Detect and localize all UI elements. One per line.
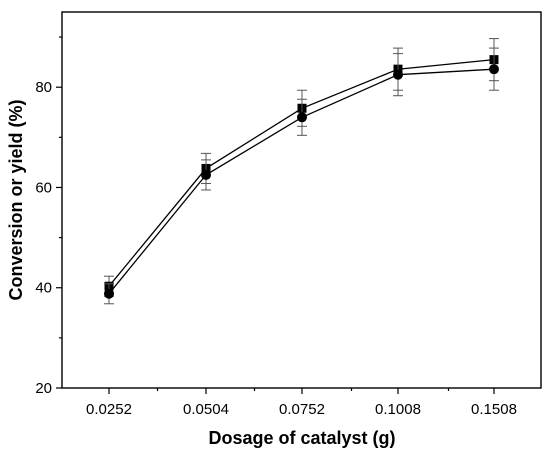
plot-frame	[61, 11, 542, 389]
x-axis-ticks: 0.0252 0.0504 0.0752 0.1008 0.1508	[86, 388, 517, 418]
plot-area-border	[61, 11, 542, 389]
series-layer	[104, 38, 499, 305]
y-tick-label: 60	[35, 179, 52, 196]
data-point-circle	[489, 64, 499, 75]
series-circle	[104, 47, 499, 305]
x-tick-label: 0.0752	[279, 401, 325, 418]
x-tick-label: 0.0252	[86, 401, 132, 418]
y-axis-title: Conversion or yield (%)	[6, 99, 26, 300]
data-point-circle	[297, 112, 307, 123]
x-tick-label: 0.1008	[375, 401, 421, 418]
data-point-circle	[201, 169, 211, 180]
y-tick-label: 40	[35, 280, 52, 297]
series-square	[104, 38, 499, 297]
y-tick-label: 80	[35, 79, 52, 96]
y-tick-label: 20	[35, 380, 52, 397]
data-point-circle	[104, 288, 114, 299]
x-tick-label: 0.1508	[471, 401, 517, 418]
data-point-circle	[393, 69, 403, 80]
x-tick-label: 0.0504	[183, 401, 229, 418]
x-axis-title: Dosage of catalyst (g)	[208, 428, 395, 448]
y-axis-ticks: 20 40 60 80	[35, 36, 62, 397]
